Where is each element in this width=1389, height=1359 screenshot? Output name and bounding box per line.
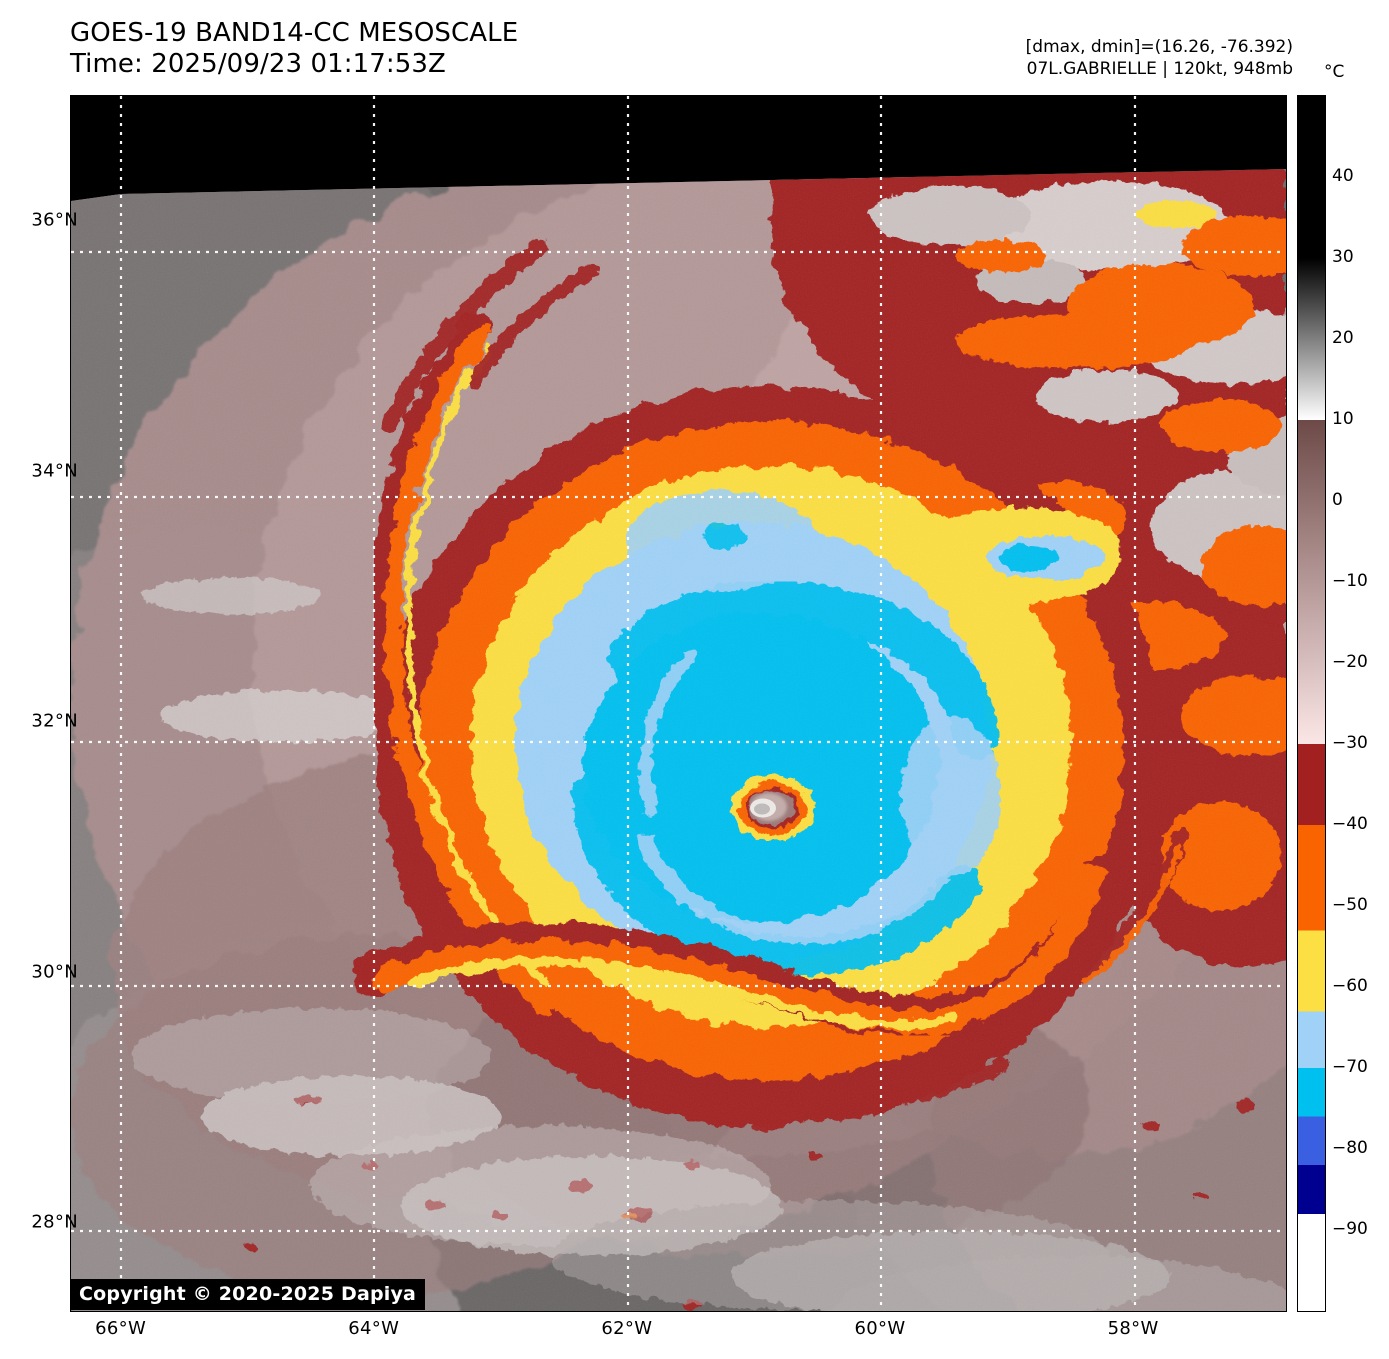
data-range-label: [dmax, dmin]=(16.26, -76.392) (1025, 37, 1293, 57)
storm-info-label: 07L.GABRIELLE | 120kt, 948mb (1026, 59, 1293, 79)
longitude-tick-label: 60°W (854, 1318, 906, 1339)
colorbar-tick-label: −90 (1332, 1219, 1368, 1239)
colorbar-tick-label: 0 (1332, 490, 1343, 510)
colorbar-tick-label: −10 (1332, 571, 1368, 591)
colorbar-tick-label: −40 (1332, 814, 1368, 834)
colorbar-tick-label: −70 (1332, 1057, 1368, 1077)
colorbar-tick-label: −80 (1332, 1138, 1368, 1158)
colorbar-tick-label: 20 (1332, 328, 1354, 348)
longitude-tick-label: 62°W (601, 1318, 653, 1339)
longitude-tick-label: 64°W (348, 1318, 400, 1339)
latitude-tick-label: 28°N (31, 1211, 78, 1233)
copyright-banner: Copyright © 2020-2025 Dapiya (70, 1279, 426, 1310)
colorbar-tick-label: −20 (1332, 652, 1368, 672)
latitude-tick-label: 30°N (31, 961, 78, 983)
colorbar-tick-label: 40 (1332, 166, 1354, 186)
longitude-tick-label: 66°W (95, 1318, 147, 1339)
page-title: GOES-19 BAND14-CC MESOSCALE (70, 18, 519, 48)
colorbar-tick-label: 30 (1332, 247, 1354, 267)
colorbar-unit-label: °C (1324, 62, 1345, 82)
colorbar-gradient (1298, 96, 1325, 1311)
latitude-tick-label: 36°N (31, 209, 78, 231)
timestamp-label: Time: 2025/09/23 01:17:53Z (70, 49, 446, 79)
colorbar-tick-label: −50 (1332, 895, 1368, 915)
title-block: GOES-19 BAND14-CC MESOSCALE Time: 2025/0… (70, 18, 518, 80)
colorbar-tick-label: 10 (1332, 409, 1354, 429)
longitude-tick-label: 58°W (1107, 1318, 1159, 1339)
latitude-tick-label: 34°N (31, 460, 78, 482)
latitude-tick-label: 32°N (31, 710, 78, 732)
colorbar (1297, 95, 1326, 1312)
colorbar-tick-label: −30 (1332, 733, 1368, 753)
colorbar-tick-label: −60 (1332, 976, 1368, 996)
map-canvas (71, 96, 1286, 1311)
satellite-map[interactable] (70, 95, 1287, 1312)
metadata-block: [dmax, dmin]=(16.26, -76.392) 07L.GABRIE… (1026, 36, 1293, 80)
